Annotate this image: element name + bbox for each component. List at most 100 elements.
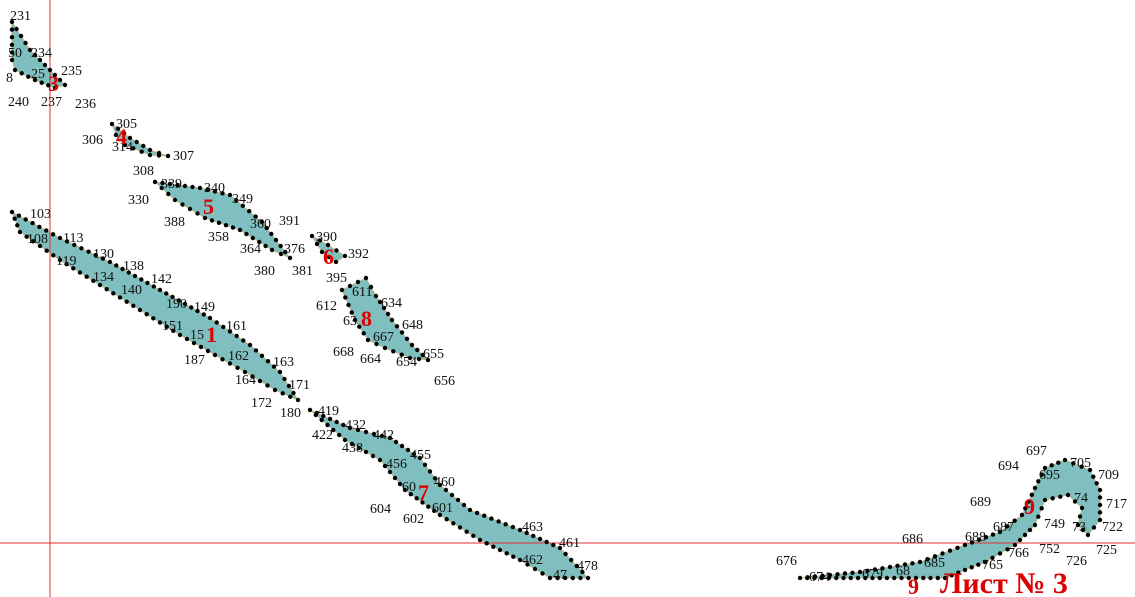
boundary-point xyxy=(1080,527,1086,533)
boundary-point xyxy=(855,575,861,581)
boundary-point xyxy=(115,126,121,131)
boundary-point xyxy=(422,462,428,467)
point-label: 461 xyxy=(559,536,580,551)
boundary-point xyxy=(408,492,413,497)
boundary-point xyxy=(271,364,277,369)
point-label: 68 xyxy=(896,564,910,579)
boundary-point xyxy=(921,575,926,581)
boundary-point xyxy=(416,356,422,362)
point-label: 455 xyxy=(410,448,431,463)
point-label: 25 xyxy=(31,67,45,82)
boundary-point xyxy=(382,463,388,469)
boundary-point xyxy=(1091,474,1096,479)
point-label: 235 xyxy=(61,64,82,79)
boundary-point xyxy=(913,575,919,581)
boundary-point xyxy=(1005,524,1010,529)
point-label: 391 xyxy=(279,214,300,229)
boundary-point xyxy=(990,555,995,560)
boundary-point xyxy=(283,249,288,255)
boundary-point xyxy=(382,345,388,351)
boundary-point xyxy=(569,557,574,563)
boundary-point xyxy=(57,257,63,263)
sheet-label: Лист № 3 xyxy=(940,567,1068,597)
point-label: 349 xyxy=(232,192,253,207)
point-label: 172 xyxy=(251,396,272,411)
point-label: 381 xyxy=(292,264,313,279)
point-label: 151 xyxy=(162,319,183,334)
boundary-point xyxy=(227,192,233,198)
boundary-point xyxy=(19,71,24,76)
boundary-point xyxy=(191,340,197,346)
point-label: 134 xyxy=(93,270,114,285)
point-label: 722 xyxy=(1102,520,1123,535)
boundary-point xyxy=(405,447,411,453)
boundary-point xyxy=(175,182,180,188)
boundary-point xyxy=(117,295,123,300)
boundary-point xyxy=(343,295,348,300)
boundary-point xyxy=(455,497,461,503)
point-label: 119 xyxy=(56,254,76,269)
boundary-point xyxy=(30,220,35,226)
point-label: 422 xyxy=(312,428,333,443)
boundary-point xyxy=(976,537,982,542)
boundary-point xyxy=(899,575,904,581)
parcel-7[interactable] xyxy=(309,409,589,579)
boundary-point xyxy=(121,131,127,136)
boundary-point xyxy=(277,369,283,375)
boundary-point xyxy=(214,320,219,325)
boundary-point xyxy=(1029,492,1035,497)
boundary-point xyxy=(1065,492,1071,498)
boundary-point xyxy=(234,198,239,203)
point-label: 163 xyxy=(273,355,294,370)
parcel-1[interactable] xyxy=(11,211,300,401)
boundary-point xyxy=(314,241,320,247)
boundary-point xyxy=(52,72,58,78)
boundary-point xyxy=(887,564,893,570)
boundary-point xyxy=(223,223,229,228)
boundary-point xyxy=(491,544,496,549)
boundary-point xyxy=(189,305,194,310)
boundary-point xyxy=(962,567,968,573)
boundary-point xyxy=(227,329,233,334)
boundary-point xyxy=(389,317,395,323)
boundary-point xyxy=(1072,499,1078,504)
boundary-point xyxy=(935,575,940,581)
boundary-point xyxy=(235,365,240,370)
boundary-point xyxy=(387,435,393,441)
boundary-point xyxy=(342,437,348,443)
point-label: 442 xyxy=(373,428,394,443)
boundary-point xyxy=(286,383,292,389)
boundary-point xyxy=(504,551,509,556)
boundary-point xyxy=(170,294,175,300)
boundary-point xyxy=(1056,460,1061,465)
boundary-point xyxy=(79,246,84,251)
boundary-point xyxy=(356,445,362,451)
boundary-point xyxy=(1036,514,1041,519)
boundary-point xyxy=(517,557,523,563)
boundary-point xyxy=(352,317,358,323)
boundary-point xyxy=(392,475,398,481)
boundary-point xyxy=(15,223,20,228)
point-label: 654 xyxy=(396,355,417,370)
point-label: 171 xyxy=(289,378,310,393)
boundary-point xyxy=(1079,464,1084,469)
boundary-point xyxy=(42,62,48,68)
boundary-point xyxy=(942,575,948,581)
point-label: 766 xyxy=(1008,546,1029,561)
boundary-point xyxy=(32,52,38,58)
boundary-point xyxy=(334,248,339,253)
boundary-point xyxy=(503,522,508,527)
boundary-point xyxy=(892,575,897,581)
boundary-point xyxy=(31,239,36,244)
boundary-point xyxy=(842,571,848,576)
point-label: 460 xyxy=(434,475,455,490)
boundary-point xyxy=(425,357,431,363)
point-label: 60 xyxy=(402,480,416,495)
boundary-point xyxy=(51,253,56,258)
boundary-point xyxy=(182,183,188,189)
boundary-point xyxy=(14,26,19,32)
boundary-point xyxy=(166,191,171,197)
boundary-point xyxy=(377,299,383,305)
boundary-point xyxy=(273,237,279,243)
point-label: 190 xyxy=(166,297,187,312)
